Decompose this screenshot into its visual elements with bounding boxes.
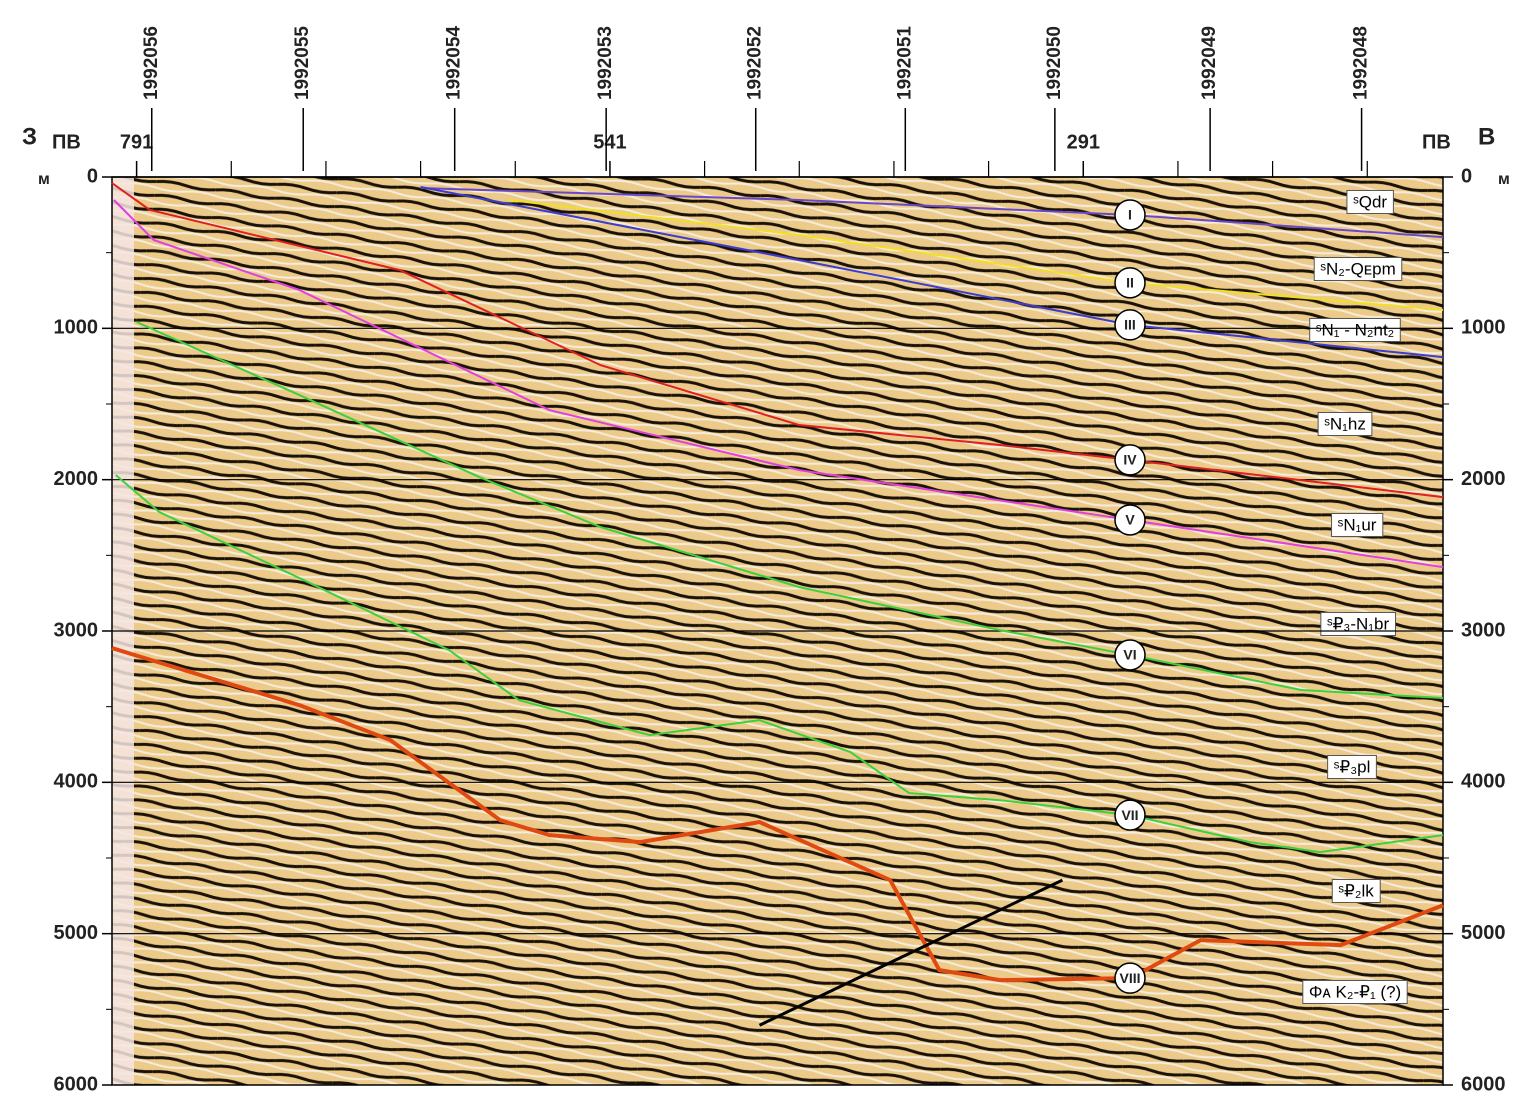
y-tick-label: 0 (87, 165, 98, 187)
x-axis-label: ПВ (52, 131, 81, 153)
chart: З ПВ ПВ В м м ˢQdr ˢN₂-Qᴇpm ˢN₁ - N₂nt₂ … (0, 0, 1525, 1097)
y-tick-label: 6000 (54, 1073, 99, 1095)
y-tick-label: 1000 (54, 317, 99, 339)
well-label: 1992051 (894, 26, 915, 100)
y-tick-label: 2000 (1461, 468, 1506, 490)
x-tick-label: 291 (1067, 131, 1100, 153)
x-axis-label: ПВ (1422, 131, 1451, 153)
well-label: 1992052 (745, 26, 766, 100)
y-tick-label: 1000 (1461, 317, 1506, 339)
y-tick-label: 5000 (1461, 922, 1506, 944)
formation-label: ˢN₁ur (1338, 515, 1377, 534)
y-tick-label: 3000 (54, 619, 99, 641)
y-tick-label: 2000 (54, 468, 99, 490)
well-label: 1992049 (1199, 26, 1220, 100)
y-tick-label: 3000 (1461, 619, 1506, 641)
horizon-label: V (1125, 512, 1135, 528)
horizon-label: VIII (1119, 970, 1140, 986)
x-tick-label: 541 (593, 131, 626, 153)
horizon-label: III (1124, 317, 1136, 333)
west-label: З (22, 123, 37, 150)
formation-label: ˢN₁hz (1324, 414, 1366, 433)
formation-label: ˢ₽₃pl (1334, 757, 1371, 776)
formation-label: ˢ₽₂lk (1338, 881, 1374, 900)
formation-label: ˢN₂-Qᴇpm (1320, 259, 1395, 278)
well-label: 1992053 (595, 26, 616, 100)
well-label: 1992055 (292, 26, 313, 100)
horizon-label: VII (1121, 807, 1138, 823)
x-tick-label: 791 (120, 131, 153, 153)
y-tick-label: 4000 (54, 771, 99, 793)
horizon-label: IV (1123, 452, 1137, 468)
east-label: В (1478, 123, 1495, 150)
y-unit: м (38, 171, 50, 188)
well-label: 1992048 (1351, 26, 1372, 100)
horizon-label: VI (1123, 647, 1136, 663)
horizon-label: II (1126, 275, 1134, 291)
well-label: 1992056 (141, 26, 162, 100)
y-unit: м (1498, 171, 1510, 188)
y-tick-label: 6000 (1461, 1073, 1506, 1095)
formation-label: ˢN₁ - N₂nt₂ (1316, 320, 1395, 339)
formation-label: ˢQdr (1353, 192, 1387, 211)
y-tick-label: 4000 (1461, 771, 1506, 793)
well-label: 1992050 (1044, 26, 1065, 100)
y-tick-label: 0 (1461, 165, 1472, 187)
horizon-label: I (1128, 207, 1132, 223)
well-label: 1992054 (444, 26, 465, 100)
formation-label: Φᴀ K₂-₽₁ (?) (1309, 982, 1401, 1001)
y-tick-label: 5000 (54, 922, 99, 944)
